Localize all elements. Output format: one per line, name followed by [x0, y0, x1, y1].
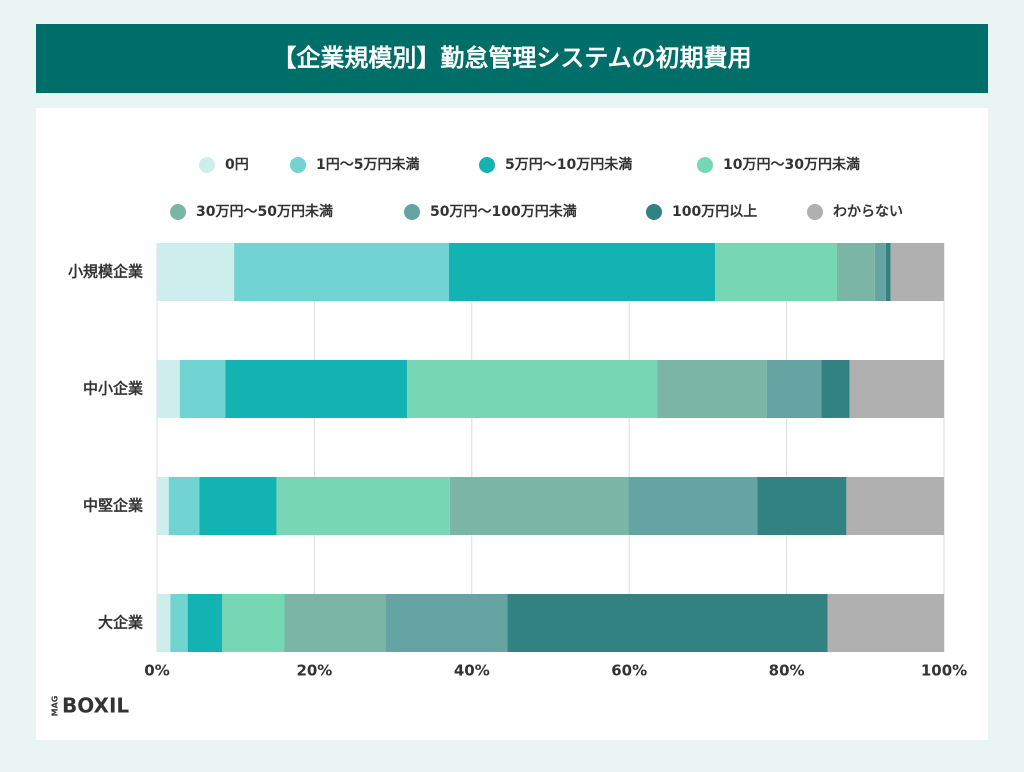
legend-label: 5万円〜10万円未満 [505, 156, 632, 173]
legend-swatch [404, 204, 420, 220]
y-tick-label: 大企業 [98, 614, 144, 632]
bar-segment [885, 243, 891, 301]
x-tick-label: 40% [454, 662, 490, 680]
bar-segment [766, 360, 822, 418]
x-tick-label: 80% [769, 662, 805, 680]
bar-segment [449, 477, 629, 535]
bar-segment [234, 243, 449, 301]
bar-segment [199, 477, 277, 535]
y-tick-label: 中小企業 [83, 380, 144, 398]
bar-segment [836, 243, 875, 301]
bar-segment [157, 477, 169, 535]
bar-segment [157, 594, 171, 652]
bar-segment [157, 360, 180, 418]
legend-swatch [646, 204, 662, 220]
chart-title: 【企業規模別】勤怠管理システムの初期費用 [272, 44, 751, 72]
bar-segment [714, 243, 837, 301]
bar-segment [890, 243, 944, 301]
y-tick-label: 中堅企業 [83, 497, 144, 515]
legend-label: 50万円〜100万円未満 [430, 203, 577, 220]
bar-segment [179, 360, 226, 418]
bar-segment [874, 243, 886, 301]
bar-segment [757, 477, 847, 535]
legend-label: 100万円以上 [672, 204, 757, 220]
x-tick-label: 20% [296, 662, 332, 680]
legend-swatch [199, 157, 215, 173]
bar-segment [657, 360, 767, 418]
bar-segment [284, 594, 386, 652]
bar-segment [821, 360, 850, 418]
x-tick-label: 100% [921, 662, 967, 680]
bar-segment [628, 477, 758, 535]
logo-prefix: MAG [51, 696, 60, 717]
y-tick-label: 小規模企業 [68, 263, 144, 281]
logo: BOXIL [62, 694, 129, 718]
legend-swatch [170, 204, 186, 220]
title-bar [36, 24, 988, 93]
legend-label: 1円〜5万円未満 [316, 156, 419, 173]
bar-segment [170, 594, 188, 652]
legend-swatch [697, 157, 713, 173]
bar-segment [385, 594, 508, 652]
x-tick-label: 0% [144, 662, 169, 680]
legend-swatch [290, 157, 306, 173]
bar-segment [827, 594, 944, 652]
bar-segment [849, 360, 944, 418]
bar-segment [407, 360, 658, 418]
bar-segment [222, 594, 285, 652]
x-tick-label: 60% [611, 662, 647, 680]
bar-segment [225, 360, 408, 418]
legend-swatch [479, 157, 495, 173]
legend-label: 30万円〜50万円未満 [196, 203, 333, 220]
bar-segment [448, 243, 715, 301]
legend-label: 0円 [225, 157, 249, 173]
bar-segment [157, 243, 235, 301]
bar-segment [168, 477, 200, 535]
bar-segment [187, 594, 223, 652]
bar-segment [507, 594, 828, 652]
legend-label: わからない [833, 204, 903, 220]
bar-segment [846, 477, 944, 535]
legend-label: 10万円〜30万円未満 [723, 156, 860, 173]
bar-segment [276, 477, 450, 535]
legend-swatch [807, 204, 823, 220]
